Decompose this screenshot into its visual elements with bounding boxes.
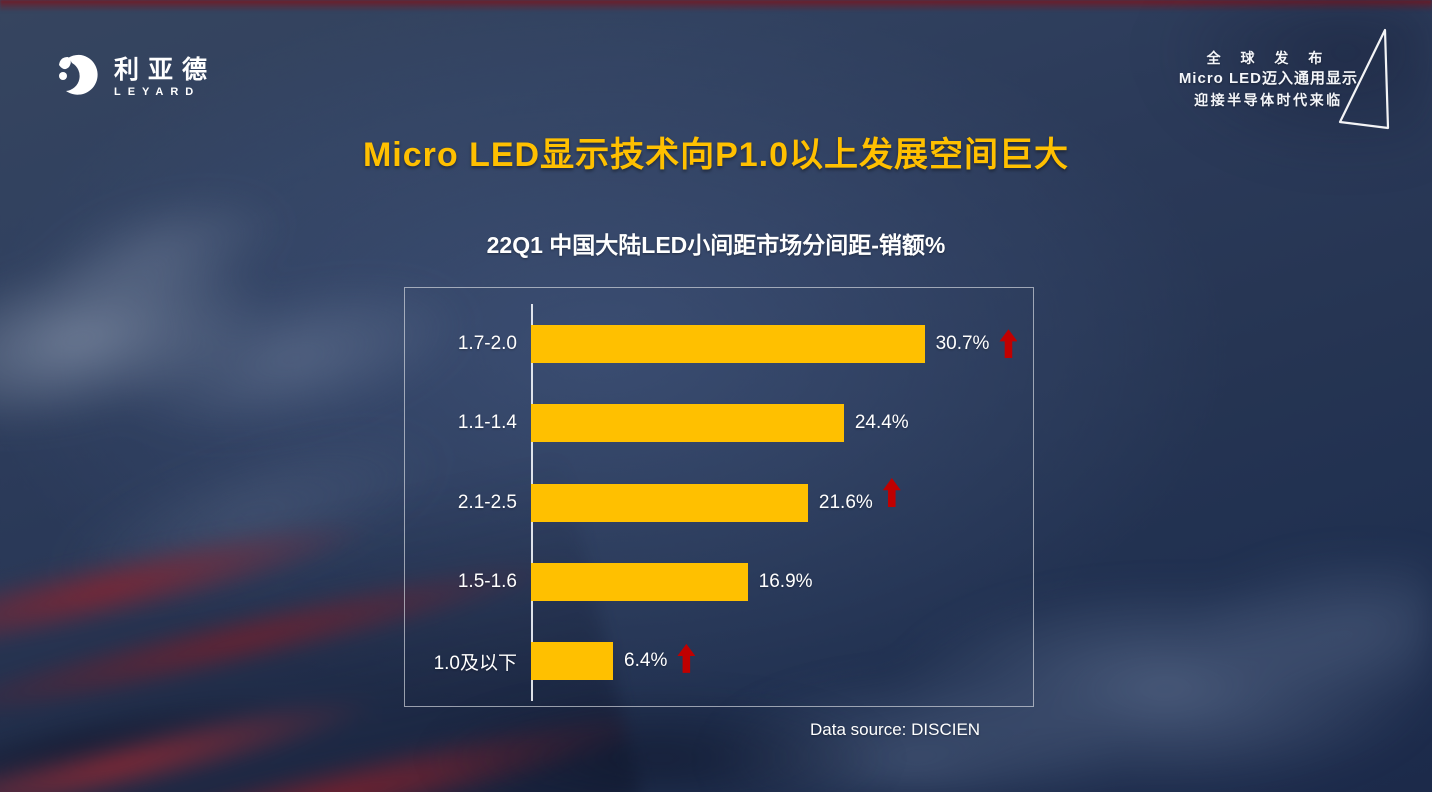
leyard-logo-text: 利亚德 LEYARD (114, 55, 217, 98)
value-label: 16.9% (758, 570, 813, 592)
bar-area: 30.7% (531, 304, 1031, 383)
up-arrow-icon (999, 329, 1018, 359)
bar-area: 24.4% (531, 383, 1031, 462)
bar (531, 404, 844, 443)
bar (531, 642, 614, 681)
badge-line-2: Micro LED迈入通用显示 (1178, 70, 1358, 88)
bar-area: 16.9% (531, 542, 1031, 621)
background-top-red-clouds (0, 0, 1432, 12)
category-label: 1.1-1.4 (457, 412, 517, 434)
bar-rows: 1.7-2.0 30.7% 1.1-1.4 24.4% 2.1-2.5 21.6% 1.5-… (405, 304, 1031, 701)
event-badge: 全 球 发 布 Micro LED迈入通用显示 迎接半导体时代来临 (1179, 48, 1358, 110)
chart-row: 1.0及以下 6.4% (405, 622, 1031, 701)
value-label: 30.7% (935, 332, 990, 354)
category-label: 2.1-2.5 (457, 491, 517, 513)
leyard-logo: 利亚德 LEYARD (52, 50, 216, 105)
data-source-note: Data source: DISCIEN (810, 720, 981, 739)
bar-chart: 1.7-2.0 30.7% 1.1-1.4 24.4% 2.1-2.5 21.6% 1.5-… (404, 287, 1034, 707)
bar (531, 562, 748, 601)
chart-row: 1.1-1.4 24.4% (405, 383, 1031, 462)
chart-row: 1.7-2.0 30.7% (405, 304, 1031, 383)
badge-line-1: 全 球 发 布 (1206, 50, 1331, 66)
value-label: 21.6% (818, 491, 873, 513)
bar (531, 483, 808, 522)
logo-name-cn: 利亚德 (114, 55, 217, 84)
badge-line-3: 迎接半导体时代来临 (1194, 92, 1343, 109)
page-title: Micro LED显示技术向P1.0以上发展空间巨大 (362, 136, 1070, 174)
chart-row: 2.1-2.5 21.6% (405, 463, 1031, 542)
leyard-logo-icon (52, 50, 102, 105)
category-label: 1.5-1.6 (457, 570, 517, 592)
value-label: 6.4% (624, 650, 668, 672)
bar-area: 6.4% (531, 622, 1031, 701)
up-arrow-icon (882, 478, 901, 508)
category-label: 1.0及以下 (433, 652, 517, 674)
category-label: 1.7-2.0 (457, 332, 517, 354)
bar (531, 324, 925, 363)
value-label: 24.4% (854, 412, 909, 434)
logo-name-en: LEYARD (114, 85, 201, 98)
screen-outline-icon (1332, 18, 1396, 141)
chart-row: 1.5-1.6 16.9% (405, 542, 1031, 621)
bar-area: 21.6% (531, 463, 1031, 542)
up-arrow-icon (677, 643, 696, 673)
chart-title: 22Q1 中国大陆LED小间距市场分间距-销额% (486, 232, 946, 258)
